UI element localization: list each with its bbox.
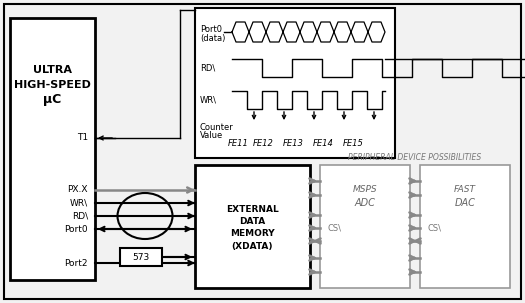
Text: (XDATA): (XDATA)	[232, 241, 273, 251]
Bar	[10, 18, 95, 280]
Polygon shape	[334, 22, 351, 42]
Text: μC: μC	[43, 94, 61, 106]
Text: HIGH-SPEED: HIGH-SPEED	[14, 80, 90, 90]
Text: FE13: FE13	[282, 138, 303, 148]
Bar	[195, 165, 310, 288]
Text: FE12: FE12	[253, 138, 274, 148]
Text: FAST: FAST	[454, 185, 476, 195]
Text: RD\: RD\	[72, 211, 88, 221]
Bar	[420, 165, 510, 288]
Polygon shape	[249, 22, 266, 42]
Text: ULTRA: ULTRA	[33, 65, 71, 75]
Text: FE11: FE11	[227, 138, 248, 148]
Text: T1: T1	[77, 134, 88, 142]
Text: MSPS: MSPS	[353, 185, 377, 195]
Text: EXTERNAL: EXTERNAL	[226, 205, 279, 215]
Text: ADC: ADC	[354, 198, 375, 208]
Polygon shape	[232, 22, 249, 42]
Text: MEMORY: MEMORY	[230, 229, 275, 238]
Text: RD\: RD\	[200, 64, 215, 72]
Bar	[195, 8, 395, 158]
Text: PERIPHERAL DEVICE POSSIBILITIES: PERIPHERAL DEVICE POSSIBILITIES	[349, 154, 481, 162]
Text: DAC: DAC	[455, 198, 476, 208]
Text: CS\: CS\	[428, 224, 442, 232]
Text: Value: Value	[200, 132, 223, 141]
Text: Counter: Counter	[200, 124, 234, 132]
Text: CS\: CS\	[328, 224, 342, 232]
Text: Port0: Port0	[200, 25, 222, 35]
Polygon shape	[266, 22, 283, 42]
Text: (data): (data)	[200, 34, 225, 42]
Polygon shape	[283, 22, 300, 42]
Text: 573: 573	[132, 252, 150, 261]
Polygon shape	[317, 22, 334, 42]
Polygon shape	[300, 22, 317, 42]
Text: Port0: Port0	[65, 225, 88, 234]
Text: WR\: WR\	[200, 95, 217, 105]
Bar	[320, 165, 410, 288]
Text: FE14: FE14	[312, 138, 333, 148]
Polygon shape	[368, 22, 385, 42]
Text: WR\: WR\	[70, 198, 88, 208]
Text: DATA: DATA	[239, 218, 266, 227]
Bar	[120, 248, 162, 266]
Text: PX.X: PX.X	[68, 185, 88, 195]
Text: FE15: FE15	[342, 138, 363, 148]
Text: Port2: Port2	[65, 258, 88, 268]
Polygon shape	[351, 22, 368, 42]
